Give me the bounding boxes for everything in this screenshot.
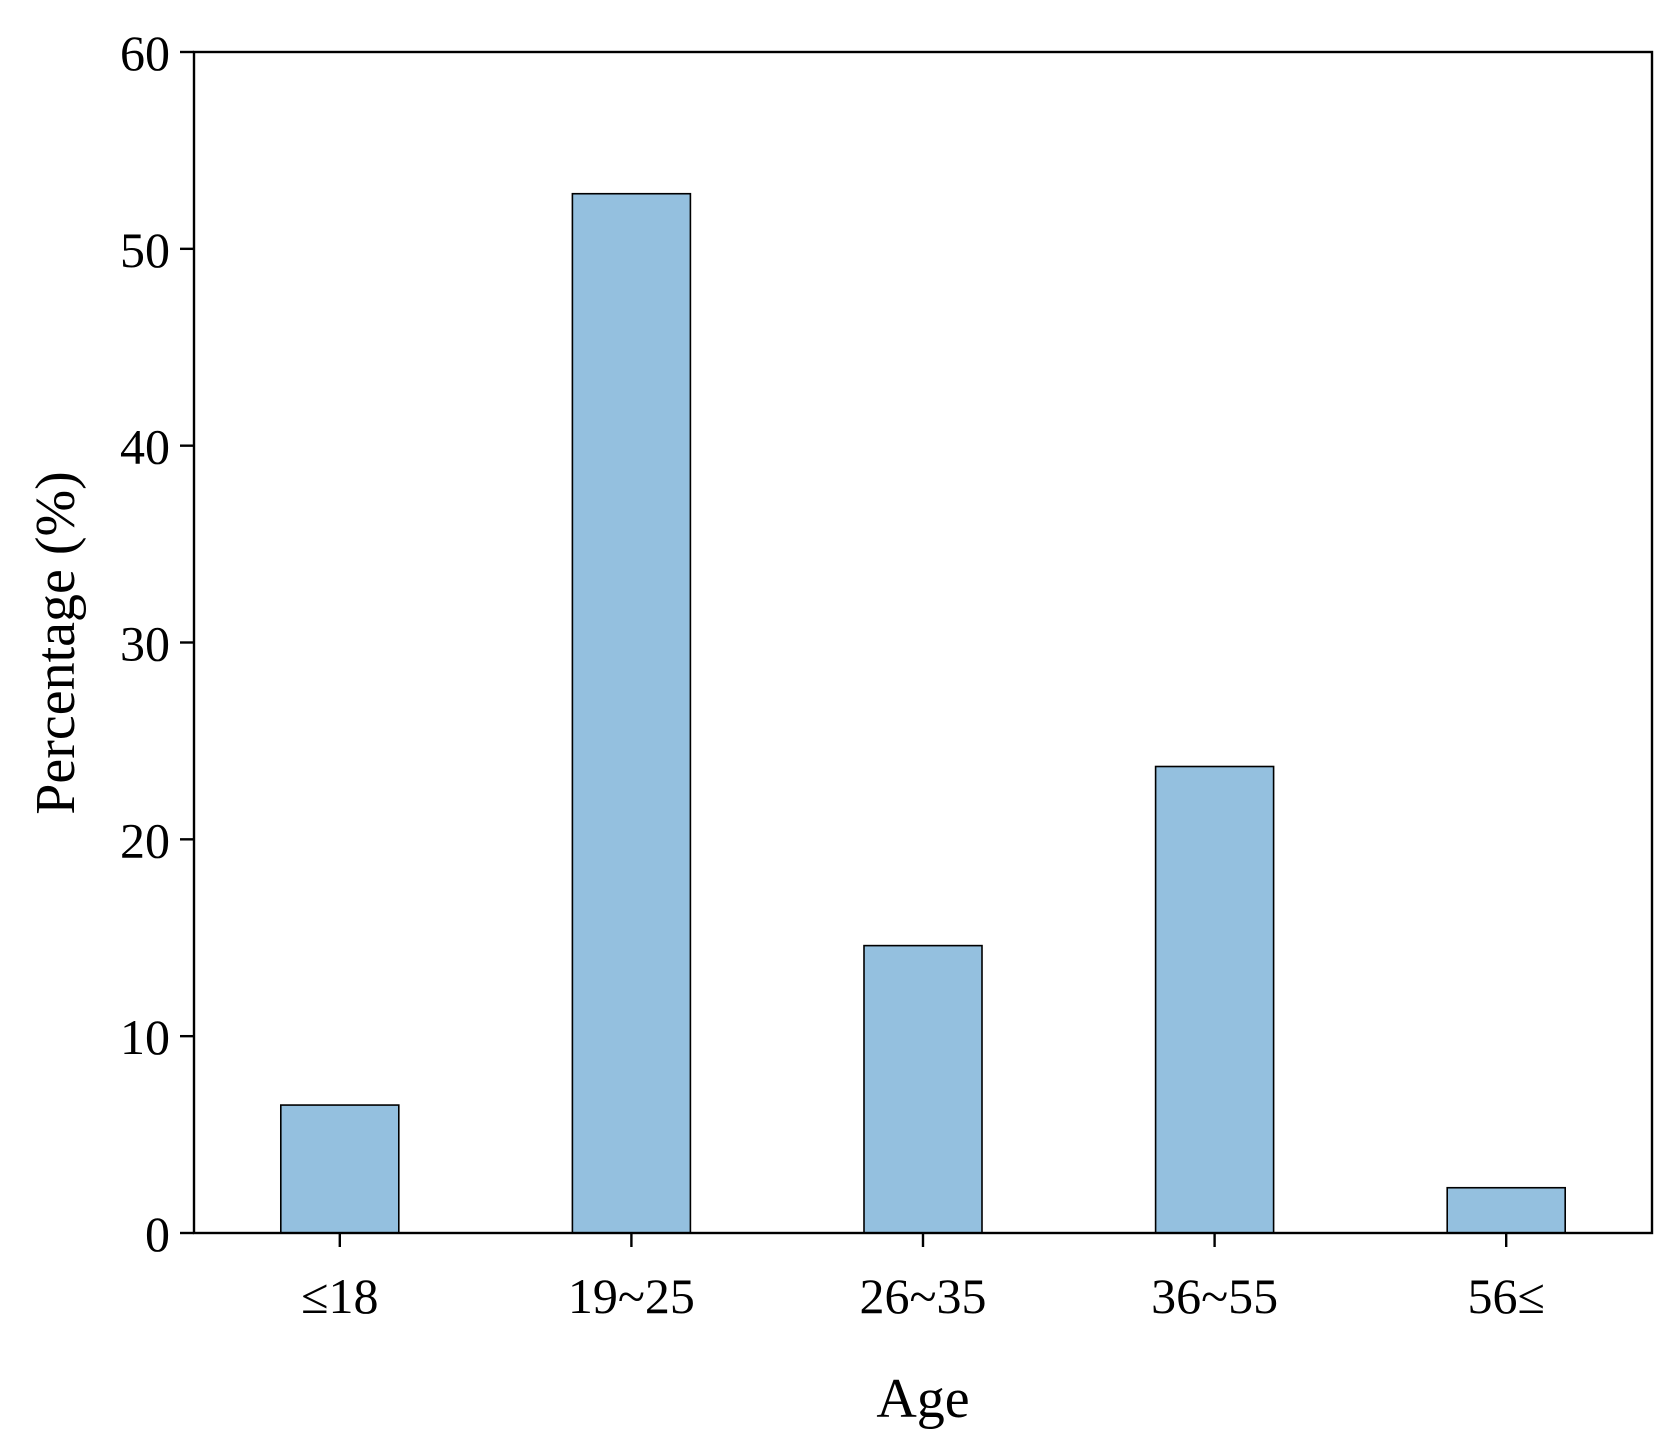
y-axis: 0 10 20 30 40 50 60 [120, 25, 194, 1262]
y-tick-label-1: 10 [120, 1009, 170, 1065]
x-tick-label-2: 26~35 [859, 1268, 986, 1324]
y-tick-label-0: 0 [145, 1206, 170, 1262]
x-axis: ≤18 19~25 26~35 36~55 56≤ [301, 1233, 1545, 1324]
y-axis-label: Percentage (%) [25, 471, 87, 815]
x-tick-label-1: 19~25 [568, 1268, 695, 1324]
bar-3 [1154, 765, 1275, 1234]
x-tick-label-4: 56≤ [1467, 1268, 1544, 1324]
y-tick-label-5: 50 [120, 222, 170, 278]
bar-2 [863, 944, 983, 1234]
bar-4 [1446, 1186, 1566, 1234]
y-tick-label-2: 20 [120, 812, 170, 868]
x-tick-label-0: ≤18 [301, 1268, 378, 1324]
y-tick-label-4: 40 [120, 419, 170, 475]
y-tick-label-3: 30 [120, 616, 170, 672]
x-tick-label-3: 36~55 [1151, 1268, 1278, 1324]
x-axis-label: Age [876, 1368, 969, 1430]
y-tick-label-6: 60 [120, 25, 170, 81]
bars-layer [279, 192, 1566, 1234]
bar-1 [571, 192, 692, 1234]
bar-0 [279, 1104, 400, 1234]
